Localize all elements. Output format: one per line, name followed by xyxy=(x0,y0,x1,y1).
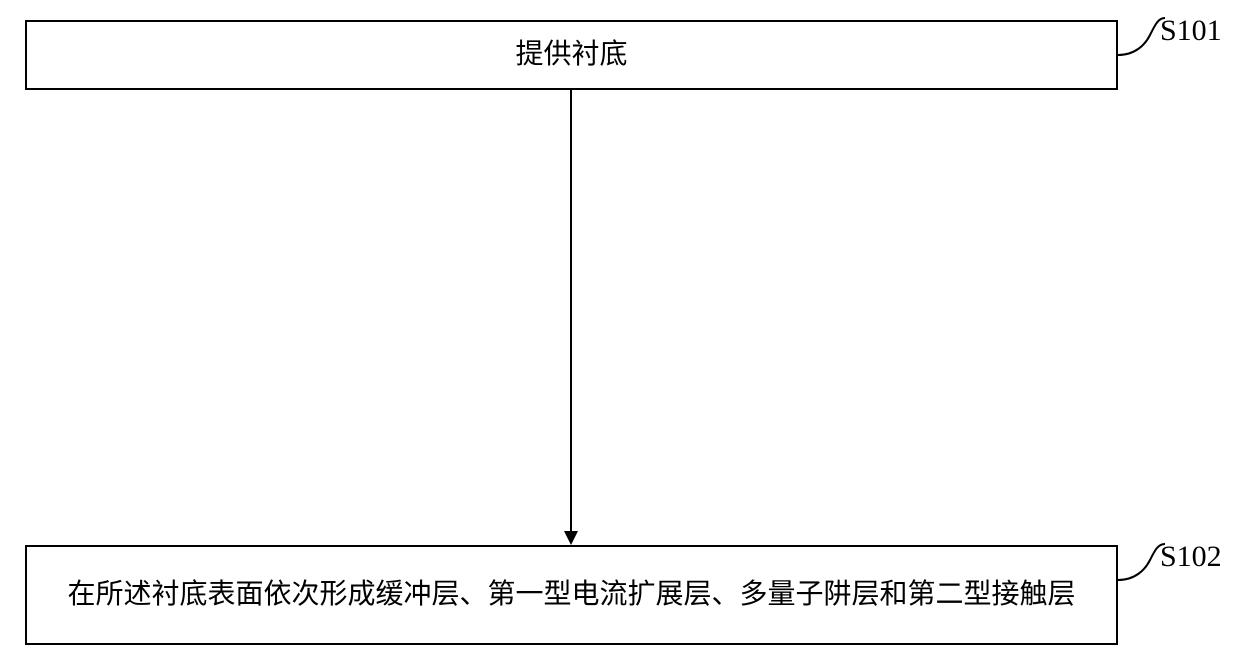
edge-n1-n2 xyxy=(564,90,578,545)
label-connector-2 xyxy=(1118,544,1165,580)
flow-node-1-text: 提供衬底 xyxy=(515,34,627,76)
label-connector-1 xyxy=(1118,18,1165,55)
flow-node-2-label: S102 xyxy=(1160,540,1222,574)
flow-node-1-label: S101 xyxy=(1160,14,1222,48)
flow-node-2: 在所述衬底表面依次形成缓冲层、第一型电流扩展层、多量子阱层和第二型接触层 xyxy=(25,545,1118,645)
flow-node-2-text: 在所述衬底表面依次形成缓冲层、第一型电流扩展层、多量子阱层和第二型接触层 xyxy=(67,574,1075,616)
flow-node-1: 提供衬底 xyxy=(25,20,1118,90)
flowchart-canvas: 提供衬底 S101 在所述衬底表面依次形成缓冲层、第一型电流扩展层、多量子阱层和… xyxy=(0,0,1240,668)
